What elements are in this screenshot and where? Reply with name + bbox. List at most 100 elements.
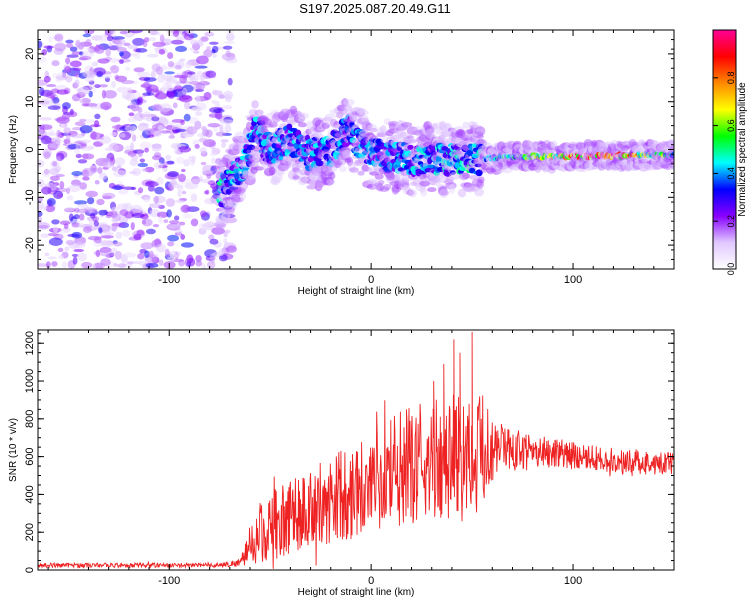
noise-cell xyxy=(180,234,186,240)
noise-cell xyxy=(224,241,229,249)
noise-cell xyxy=(61,261,67,268)
noise-cell xyxy=(82,33,91,38)
noise-cell xyxy=(170,39,184,45)
track-halo-cell xyxy=(328,172,336,180)
noise-cell xyxy=(175,45,188,53)
noise-cell xyxy=(223,40,236,44)
noise-cell xyxy=(198,222,210,230)
noise-cell xyxy=(50,160,60,169)
noise-cell xyxy=(194,65,208,69)
noise-cell xyxy=(164,71,175,75)
noise-cell xyxy=(62,71,67,78)
noise-cell xyxy=(81,153,89,160)
noise-cell xyxy=(137,106,142,114)
noise-cell xyxy=(46,197,56,206)
noise-cell xyxy=(173,148,181,155)
noise-cell xyxy=(129,159,139,167)
noise-cell xyxy=(139,158,146,163)
track-halo-cell xyxy=(306,184,317,190)
snr-xlabel: Height of straight line (km) xyxy=(298,587,415,598)
track-halo-cell xyxy=(292,175,301,180)
noise-cell xyxy=(117,188,129,195)
track-halo-cell xyxy=(357,110,369,115)
track-halo-cell xyxy=(374,173,384,180)
noise-cell xyxy=(52,225,59,233)
noise-cell xyxy=(144,250,150,258)
noise-cell xyxy=(75,143,82,150)
track-halo-cell xyxy=(427,187,437,193)
noise-cell xyxy=(187,71,196,75)
noise-cell xyxy=(205,189,210,195)
track-halo-cell xyxy=(474,126,486,136)
noise-cell xyxy=(106,35,114,42)
noise-cell xyxy=(143,37,150,43)
noise-cell xyxy=(81,261,93,269)
noise-cell xyxy=(211,45,219,54)
noise-cell xyxy=(64,246,70,252)
noise-cell xyxy=(74,207,80,213)
track-halo-cell xyxy=(280,114,288,123)
noise-cell xyxy=(140,262,149,269)
noise-cell xyxy=(94,84,101,89)
noise-cell xyxy=(84,30,95,35)
track-halo-cell xyxy=(215,166,227,175)
noise-cell xyxy=(155,92,168,100)
noise-cell xyxy=(48,143,61,149)
spectrogram-ytick-label: -20 xyxy=(24,237,36,253)
noise-cell xyxy=(63,127,71,135)
noise-cell xyxy=(65,42,74,49)
noise-cell xyxy=(164,248,170,258)
noise-cell xyxy=(227,77,233,86)
noise-cell xyxy=(51,60,60,67)
noise-cell xyxy=(213,108,225,113)
noise-cell xyxy=(198,137,208,143)
track-halo-cell xyxy=(349,167,359,173)
noise-cell xyxy=(86,48,95,58)
track-halo-cell xyxy=(461,172,471,179)
noise-cell xyxy=(97,58,110,64)
noise-cell xyxy=(58,40,63,44)
noise-cell xyxy=(113,263,118,267)
colorbar-tick-label: 0.0 xyxy=(726,263,736,276)
noise-cell xyxy=(43,75,51,83)
snr-plot xyxy=(38,331,674,570)
track-halo-cell xyxy=(254,109,264,116)
snr-ytick-label: 1200 xyxy=(24,331,36,355)
chart-title: S197.2025.087.20.49.G11 xyxy=(299,1,451,16)
noise-cell xyxy=(105,48,112,57)
snr-frame xyxy=(37,329,675,571)
noise-cell xyxy=(131,213,145,219)
noise-cell xyxy=(59,181,65,190)
noise-cell xyxy=(148,36,157,42)
noise-cell xyxy=(76,208,89,214)
noise-cell xyxy=(77,86,90,95)
noise-cell xyxy=(79,182,88,190)
noise-cell xyxy=(210,152,217,156)
noise-cell xyxy=(190,193,198,202)
noise-cell xyxy=(152,103,163,112)
noise-cell xyxy=(183,101,191,110)
noise-cell xyxy=(74,121,86,127)
noise-cell xyxy=(181,71,188,80)
noise-cell xyxy=(111,224,118,232)
noise-cell xyxy=(40,135,52,145)
noise-cell xyxy=(114,250,122,260)
noise-cell xyxy=(178,94,193,103)
noise-cell xyxy=(104,147,114,152)
noise-cell xyxy=(65,133,71,142)
noise-cell xyxy=(223,90,234,100)
noise-cell xyxy=(145,128,155,136)
track-halo-cell xyxy=(457,188,467,198)
track-halo-cell xyxy=(448,184,456,194)
track-halo-cell xyxy=(474,187,485,197)
noise-cell xyxy=(54,42,67,52)
noise-cell xyxy=(195,94,201,104)
noise-cell xyxy=(195,254,202,263)
noise-cell xyxy=(40,186,52,195)
noise-cell xyxy=(144,147,149,153)
spectrogram-xtick-label: -100 xyxy=(158,274,180,286)
noise-cell xyxy=(94,120,100,128)
noise-cell xyxy=(166,160,175,165)
noise-cell xyxy=(66,195,74,201)
noise-cell xyxy=(115,231,123,239)
